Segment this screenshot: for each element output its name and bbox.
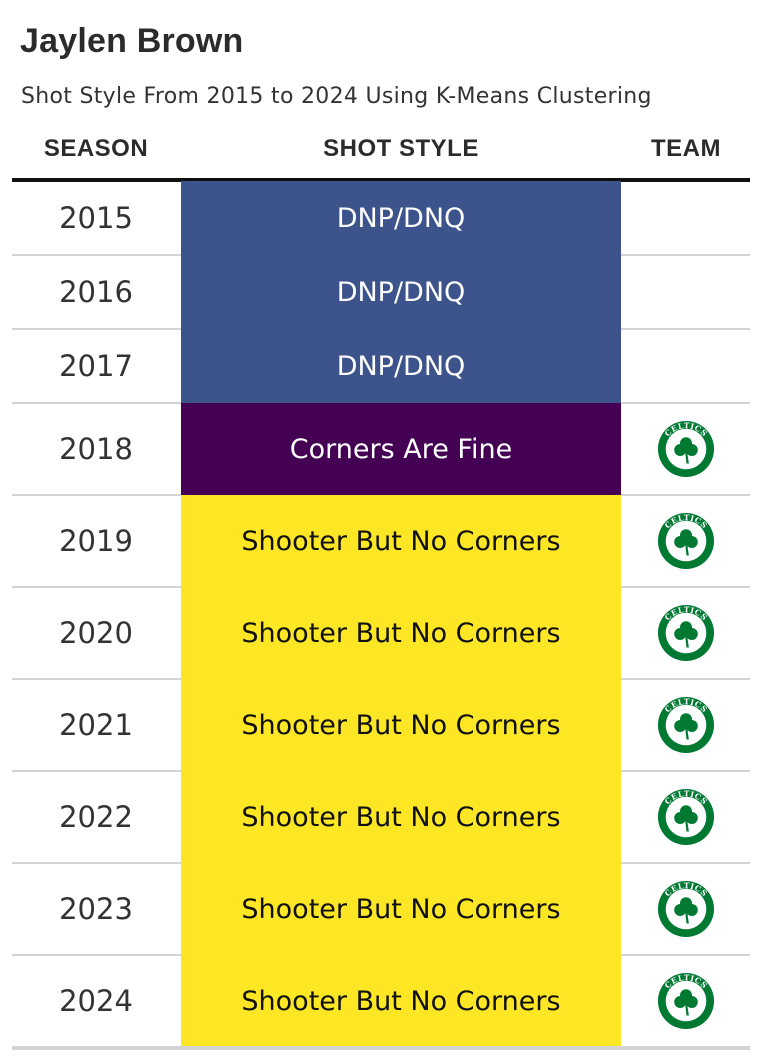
season-cell: 2022 [59, 800, 133, 834]
table-row: 2015 DNP/DNQ [12, 181, 750, 256]
celtics-logo-icon: CELTICS [657, 972, 715, 1030]
table-row: 2024 Shooter But No Corners CELTICS [12, 955, 750, 1048]
shot-style-table: 2015 DNP/DNQ 2016 DNP/DNQ 2017 DNP/DNQ 2018 Cor… [12, 181, 750, 1048]
team-cell: CELTICS [622, 588, 750, 678]
celtics-logo-icon: CELTICS [657, 880, 715, 938]
shot-style-cell: DNP/DNQ [181, 329, 621, 404]
season-cell: 2024 [59, 984, 133, 1018]
celtics-logo-icon: CELTICS [657, 604, 715, 662]
team-cell: CELTICS [622, 864, 750, 954]
team-cell [622, 182, 750, 254]
season-cell: 2018 [59, 432, 133, 466]
team-cell [622, 256, 750, 328]
shot-style-cell: Shooter But No Corners [181, 587, 621, 680]
shot-style-cell: Shooter But No Corners [181, 771, 621, 864]
page-title: Jaylen Brown [20, 22, 244, 60]
season-cell: 2016 [59, 275, 133, 309]
shot-style-cell: DNP/DNQ [181, 181, 621, 256]
team-cell: CELTICS [622, 680, 750, 770]
table-row: 2022 Shooter But No Corners CELTICS [12, 771, 750, 864]
celtics-logo-icon: CELTICS [657, 788, 715, 846]
team-cell: CELTICS [622, 772, 750, 862]
table-row: 2016 DNP/DNQ [12, 255, 750, 330]
table-bottom-divider [12, 1046, 750, 1050]
shot-style-cell: Shooter But No Corners [181, 679, 621, 772]
team-cell [622, 330, 750, 402]
table-row: 2020 Shooter But No Corners CELTICS [12, 587, 750, 680]
season-cell: 2021 [59, 708, 133, 742]
celtics-logo-icon: CELTICS [657, 512, 715, 570]
season-cell: 2019 [59, 524, 133, 558]
shot-style-cell: DNP/DNQ [181, 255, 621, 330]
shot-style-cell: Shooter But No Corners [181, 495, 621, 588]
season-cell: 2023 [59, 892, 133, 926]
table-row: 2018 Corners Are Fine CELTICS [12, 403, 750, 496]
shot-style-cell: Corners Are Fine [181, 403, 621, 496]
season-cell: 2020 [59, 616, 133, 650]
celtics-logo-icon: CELTICS [657, 420, 715, 478]
table-row: 2017 DNP/DNQ [12, 329, 750, 404]
page-subtitle: Shot Style From 2015 to 2024 Using K-Mea… [21, 84, 652, 109]
table-row: 2023 Shooter But No Corners CELTICS [12, 863, 750, 956]
team-cell: CELTICS [622, 956, 750, 1046]
column-header-season: SEASON [43, 135, 149, 162]
shot-style-cell: Shooter But No Corners [181, 863, 621, 956]
season-cell: 2015 [59, 201, 133, 235]
header-divider [12, 178, 750, 182]
season-cell: 2017 [59, 349, 133, 383]
column-header-team: TEAM [651, 135, 721, 162]
table-row: 2021 Shooter But No Corners CELTICS [12, 679, 750, 772]
team-cell: CELTICS [622, 496, 750, 586]
celtics-logo-icon: CELTICS [657, 696, 715, 754]
team-cell: CELTICS [622, 404, 750, 494]
shot-style-cell: Shooter But No Corners [181, 955, 621, 1048]
table-row: 2019 Shooter But No Corners CELTICS [12, 495, 750, 588]
column-header-shot-style: SHOT STYLE [323, 135, 479, 162]
